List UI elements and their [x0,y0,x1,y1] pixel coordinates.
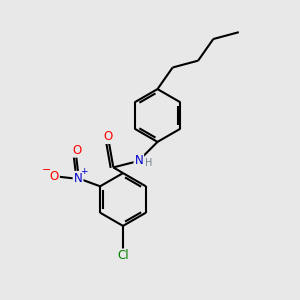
Text: O: O [50,170,59,183]
Text: Cl: Cl [117,249,129,262]
Text: N: N [134,154,143,167]
Text: N: N [74,172,82,185]
Text: H: H [145,158,152,168]
Text: O: O [103,130,112,143]
Text: O: O [72,144,81,157]
Text: −: − [41,165,51,175]
Text: +: + [80,167,88,176]
